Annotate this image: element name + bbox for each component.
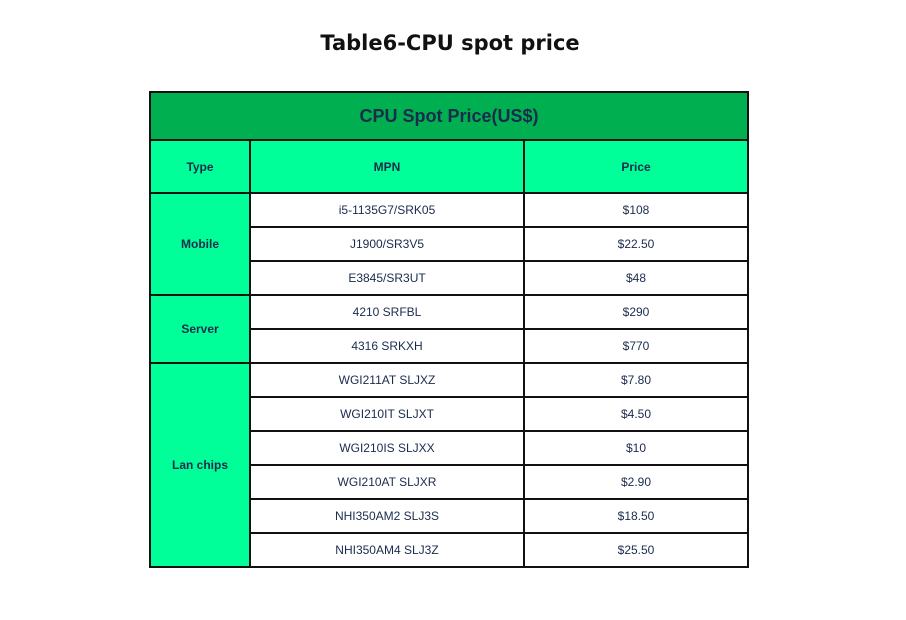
- table-row: Mobile i5-1135G7/SRK05 $108: [149, 192, 750, 296]
- table-row: NHI350AM2 SLJ3S $18.50: [150, 498, 750, 534]
- cpu-price-table: CPU Spot Price(US$) Type MPN Price Mobil…: [148, 91, 750, 568]
- header-type: Type: [149, 139, 251, 194]
- price-cell: $2.90: [522, 464, 750, 500]
- mpn-cell: i5-1135G7/SRK05: [249, 192, 525, 228]
- table-row: NHI350AM4 SLJ3Z $25.50: [150, 532, 750, 568]
- table-row: J1900/SR3V5 $22.50: [150, 226, 750, 262]
- price-cell: $10: [522, 430, 750, 466]
- mpn-cell: J1900/SR3V5: [249, 226, 525, 262]
- group-label: Lan chips: [149, 362, 251, 568]
- mpn-cell: WGI211AT SLJXZ: [249, 362, 525, 398]
- table-row: WGI210IS SLJXX $10: [150, 430, 750, 466]
- mpn-cell: 4316 SRKXH: [249, 328, 525, 364]
- table-row: E3845/SR3UT $48: [150, 260, 750, 296]
- group-label: Server: [149, 294, 251, 364]
- header-price: Price: [522, 139, 750, 194]
- table-row: Server 4210 SRFBL $290: [149, 294, 750, 364]
- mpn-cell: E3845/SR3UT: [249, 260, 525, 296]
- mpn-cell: WGI210IS SLJXX: [249, 430, 525, 466]
- mpn-cell: WGI210AT SLJXR: [249, 464, 525, 500]
- price-cell: $48: [522, 260, 750, 296]
- mpn-cell: 4210 SRFBL: [249, 294, 525, 330]
- price-cell: $22.50: [522, 226, 750, 262]
- price-cell: $7.80: [522, 362, 750, 398]
- table-caption-row: CPU Spot Price(US$): [148, 91, 750, 141]
- table-row: 4316 SRKXH $770: [150, 328, 750, 364]
- header-mpn: MPN: [249, 139, 525, 194]
- group-label: Mobile: [149, 192, 251, 296]
- table-caption: CPU Spot Price(US$): [148, 91, 750, 141]
- table-row: Lan chips WGI211AT SLJXZ $7.80: [149, 362, 750, 568]
- table-row: WGI210AT SLJXR $2.90: [150, 464, 750, 500]
- table-header-row: Type MPN Price: [149, 139, 750, 194]
- price-cell: $290: [522, 294, 750, 330]
- document-title: Table6-CPU spot price: [320, 31, 580, 55]
- price-cell: $108: [522, 192, 750, 228]
- price-cell: $770: [522, 328, 750, 364]
- price-cell: $4.50: [522, 396, 750, 432]
- price-cell: $18.50: [522, 498, 750, 534]
- mpn-cell: NHI350AM2 SLJ3S: [249, 498, 525, 534]
- table-row: WGI210IT SLJXT $4.50: [150, 396, 750, 432]
- mpn-cell: WGI210IT SLJXT: [249, 396, 525, 432]
- price-cell: $25.50: [522, 532, 750, 568]
- mpn-cell: NHI350AM4 SLJ3Z: [249, 532, 525, 568]
